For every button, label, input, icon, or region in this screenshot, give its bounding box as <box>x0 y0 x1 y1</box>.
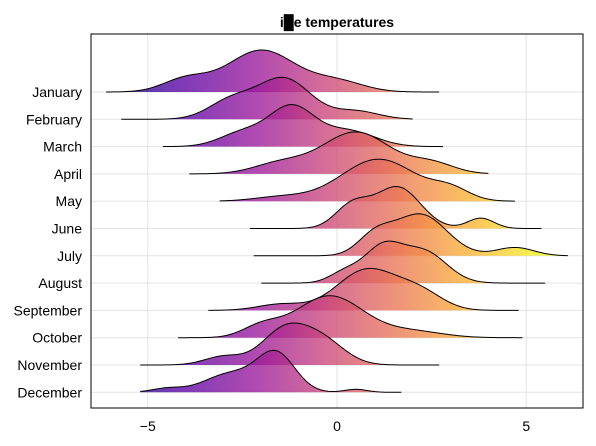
y-tick-label: November <box>17 357 82 373</box>
ridge-fill <box>261 241 546 284</box>
y-tick-label: October <box>32 330 82 346</box>
y-tick-label: April <box>54 166 82 182</box>
plot-frame <box>90 33 584 409</box>
ridge-fill <box>219 159 515 202</box>
ridge-fill <box>189 131 489 174</box>
x-tick-label: −5 <box>140 418 156 434</box>
y-tick-label: March <box>43 139 82 155</box>
ridge-outline <box>162 104 443 148</box>
ridge-fill <box>253 213 568 256</box>
ridge-november <box>140 322 440 366</box>
ridge-fill <box>208 268 519 311</box>
y-tick-labels: January February March April May June July Augu… <box>14 84 83 400</box>
ridge-outline <box>208 267 519 311</box>
y-tick-label: December <box>17 384 82 400</box>
ridge-fill <box>249 186 542 229</box>
y-tick-label: June <box>52 221 83 237</box>
chart-title: i█e temperatures <box>280 14 394 32</box>
ridge-may <box>219 158 515 202</box>
ridge-outline <box>249 185 542 229</box>
y-tick-label: September <box>14 302 83 318</box>
y-tick-label: July <box>57 248 82 264</box>
ridge-january <box>106 49 440 93</box>
ridge-outline <box>140 322 440 366</box>
ridge-outline <box>219 158 515 202</box>
ridge-june <box>249 185 542 229</box>
x-tick-label: 0 <box>333 418 341 434</box>
ridge-outline <box>261 240 546 284</box>
ridge-september <box>208 267 519 311</box>
ridge-fill <box>106 50 440 92</box>
ridge-outline <box>121 76 413 120</box>
ridges <box>106 49 568 393</box>
ridge-april <box>189 131 489 175</box>
ridge-outline <box>253 213 568 257</box>
y-tick-label: August <box>38 275 82 291</box>
ridge-outline <box>106 49 440 93</box>
y-tick-label: February <box>26 111 82 127</box>
y-tick-label: May <box>56 193 82 209</box>
ridge-march <box>162 104 443 148</box>
ridge-outline <box>189 131 489 175</box>
ridge-october <box>178 295 523 339</box>
x-tick-label: 5 <box>522 418 530 434</box>
x-tick-labels: −5 0 5 <box>140 418 531 434</box>
ridge-outline <box>140 349 402 393</box>
ridge-outline <box>178 295 523 339</box>
ridge-july <box>253 213 568 257</box>
ridge-fill <box>162 104 443 147</box>
ridge-february <box>121 76 413 120</box>
y-tick-label: January <box>32 84 82 100</box>
ridge-august <box>261 240 546 284</box>
ridge-fill <box>178 295 523 338</box>
ridge-fill <box>140 350 402 393</box>
ridge-fill <box>140 323 440 365</box>
ridge-december <box>140 349 402 393</box>
